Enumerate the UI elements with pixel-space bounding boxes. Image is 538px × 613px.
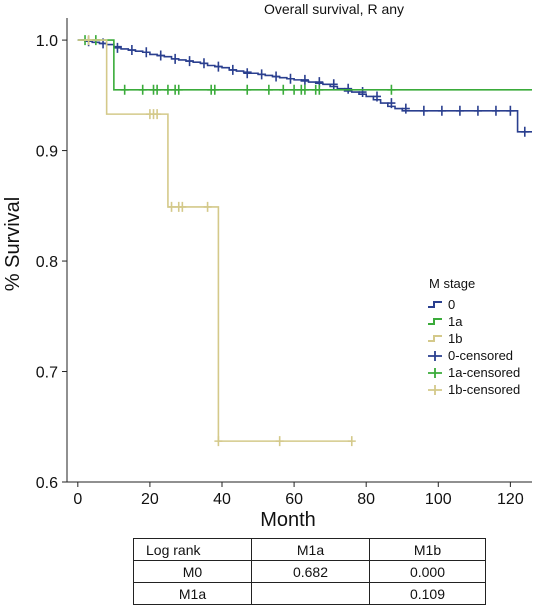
x-tick-label: 120 [497,491,524,508]
table-cell: 0.109 [369,582,486,605]
legend-title: M stage [429,276,475,291]
x-axis-title: Month [260,509,316,531]
censor-mark-0 [272,71,281,82]
x-tick-label: 100 [425,491,452,508]
censor-mark-1b [84,35,93,46]
censor-mark-1a [210,84,219,95]
legend-label: 0-censored [448,348,513,363]
log-rank-table: Log rank M1a M1b M0 0.682 0.000 M1a 0.10… [133,538,486,605]
censor-mark-0 [185,56,194,67]
x-tick-label: 20 [141,491,159,508]
legend-swatch-1a-censored [428,368,442,378]
censor-mark-0 [243,68,252,79]
table-header-cell: Log rank [133,538,252,561]
legend-label: 1a [448,314,463,329]
legend-label: 1b-censored [448,382,520,397]
censor-mark-0 [228,64,237,75]
table-cell: M0 [133,560,252,583]
censor-mark-1b [203,201,212,212]
censor-mark-1a [315,84,324,95]
censor-mark-0 [127,45,136,56]
censor-mark-0 [491,105,500,116]
censor-mark-0 [419,105,428,116]
censor-mark-0 [286,73,295,84]
x-axis-ticks: 0 20 40 60 80 100 120 [73,482,524,508]
censor-mark-0 [373,91,381,102]
y-tick-label: 1.0 [36,33,58,50]
censor-mark-1b [214,436,223,447]
y-tick-label: 0.9 [36,144,58,161]
survival-line-1b [77,39,352,442]
censor-mark-1a [120,84,129,95]
censor-mark-1a [153,84,162,95]
censor-mark-1b [178,201,187,212]
x-tick-label: 0 [73,491,82,508]
table-cell: 0.682 [251,560,370,583]
censor-mark-0 [171,53,180,64]
y-tick-label: 0.6 [36,475,58,492]
censor-mark-0 [199,58,208,69]
censor-mark-1b [347,436,356,447]
table-cell [251,582,370,605]
censor-mark-1a [387,84,396,95]
censor-mark-1a [264,84,273,95]
table-header-cell: M1b [369,538,486,561]
censor-mark-0 [214,61,223,72]
legend-swatch-1a [428,318,442,325]
legend-label: 1a-censored [448,365,520,380]
x-tick-label: 80 [357,491,375,508]
censor-mark-1a [300,84,309,95]
series-layer [77,35,532,447]
censor-mark-0 [437,105,446,116]
legend-swatch-0-censored [428,351,442,361]
censor-mark-0 [358,87,367,98]
legend-swatch-0 [428,301,442,308]
censor-mark-1a [163,84,172,95]
table-cell: 0.000 [369,560,486,583]
legend-label: 1b [448,331,462,346]
legend-swatch-1b [428,335,442,342]
y-axis-ticks: 0.6 0.7 0.8 0.9 1.0 [36,33,67,492]
censor-mark-1b [275,436,284,447]
censor-mark-0 [142,47,151,58]
censor-mark-0 [473,105,482,116]
legend: M stage 0 1a 1b 0-censored 1a-censored 1b-cen… [428,276,520,397]
censor-mark-0 [455,105,464,116]
censor-mark-0 [387,98,396,109]
censor-mark-0 [257,69,266,80]
censor-mark-1a [243,84,252,95]
censor-mark-0 [329,79,338,90]
censor-mark-1a [138,84,147,95]
table-row: M1a 0.109 [133,582,486,605]
y-tick-label: 0.7 [36,365,58,382]
y-axis-title: % Survival [2,197,24,291]
censor-mark-1a [279,84,288,95]
legend-swatch-1b-censored [428,385,442,395]
y-tick-label: 0.8 [36,254,58,271]
plot-frame [66,18,532,483]
censor-mark-0 [300,74,309,85]
censor-mark-0 [156,50,165,61]
table-header-cell: M1a [251,538,370,561]
legend-label: 0 [448,297,455,312]
table-header-row: Log rank M1a M1b [133,538,486,561]
table-row: M0 0.682 0.000 [133,560,486,583]
censor-mark-1b [153,109,162,120]
table-cell: M1a [133,582,252,605]
censor-mark-1a [174,84,183,95]
x-tick-label: 60 [285,491,303,508]
censor-mark-0 [506,105,515,116]
chart-title: Overall survival, R any [264,1,404,17]
censor-mark-0 [344,83,353,94]
survival-chart: Overall survival, R any 0 20 40 60 80 100 120 … [2,1,532,531]
censor-mark-1a [290,84,299,95]
censor-mark-1b [167,201,176,212]
censor-mark-0 [520,126,529,137]
x-tick-label: 40 [213,491,231,508]
censor-mark-0 [113,42,122,53]
censor-mark-0 [401,103,410,114]
